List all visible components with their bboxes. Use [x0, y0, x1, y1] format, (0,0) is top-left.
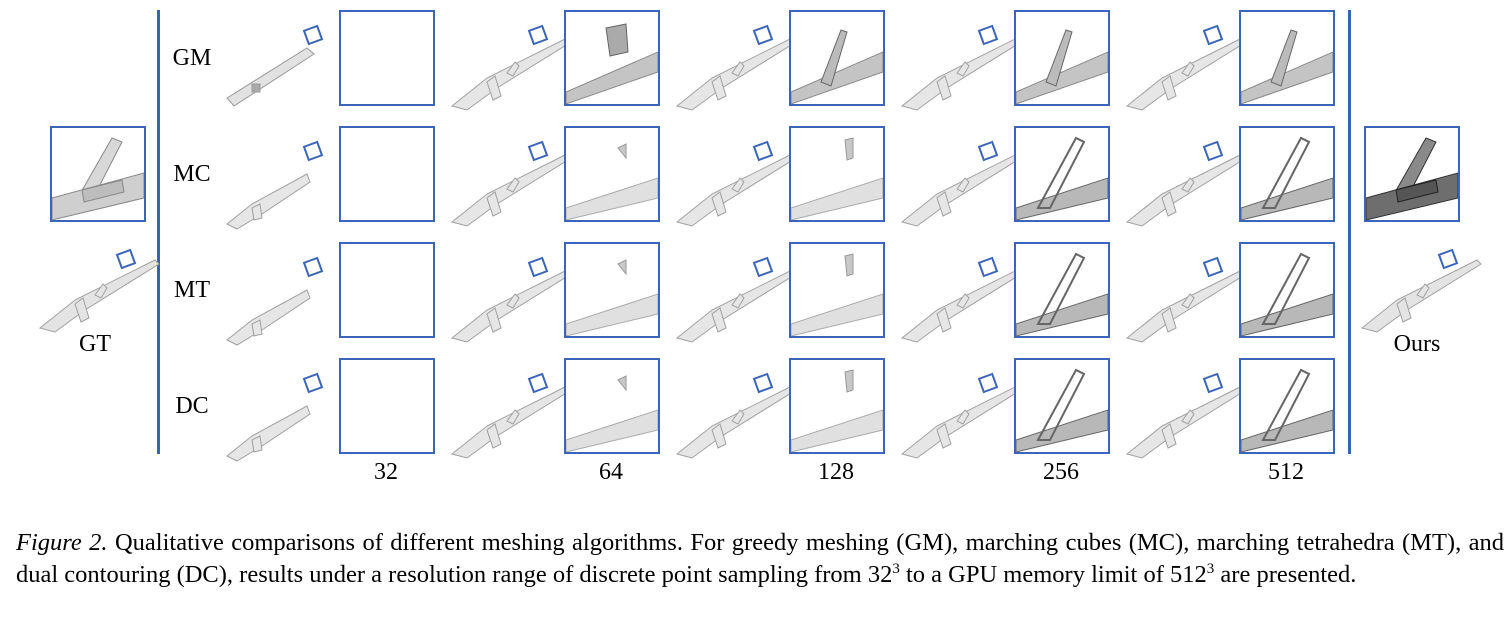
- left-divider: [157, 10, 160, 454]
- caption-text-2: to a GPU memory limit of 512: [899, 561, 1207, 588]
- rifle-render-gm-512: [1125, 24, 1247, 111]
- zoom-box-mc-512: [1239, 126, 1335, 222]
- rifle-render-dc-128: [675, 372, 797, 459]
- zoom-box-dc-512: [1239, 358, 1335, 454]
- right-divider: [1348, 10, 1351, 454]
- zoom-box-mt-64: [564, 242, 660, 338]
- gt-rifle-render: [38, 248, 160, 333]
- rifle-render-gm-256: [900, 24, 1022, 111]
- caption-sup-1: 3: [892, 560, 900, 577]
- rifle-render-mc-64: [450, 140, 572, 227]
- rifle-render-mt-64: [450, 256, 572, 343]
- rifle-render-mt-512: [1125, 256, 1247, 343]
- ours-label: Ours: [1393, 331, 1441, 357]
- resolution-label-32: 32: [374, 459, 398, 485]
- rifle-render-mc-512: [1125, 140, 1247, 227]
- rifle-render-mc-128: [675, 140, 797, 227]
- rifle-render-mt-128: [675, 256, 797, 343]
- zoom-box-mc-64: [564, 126, 660, 222]
- zoom-box-gm-256: [1014, 10, 1110, 106]
- rifle-render-dc-256: [900, 372, 1022, 459]
- zoom-box-mt-32: [339, 242, 435, 338]
- rifle-render-dc-32: [226, 372, 324, 462]
- zoom-box-mt-256: [1014, 242, 1110, 338]
- zoom-box-mc-128: [789, 126, 885, 222]
- figure-label: Figure 2.: [16, 529, 108, 556]
- zoom-box-dc-256: [1014, 358, 1110, 454]
- ours-zoom-box: [1364, 126, 1460, 222]
- rifle-render-mc-32: [226, 140, 324, 230]
- figure-caption: Figure 2. Qualitative comparisons of dif…: [16, 527, 1504, 591]
- zoom-box-dc-64: [564, 358, 660, 454]
- resolution-label-256: 256: [1043, 459, 1079, 485]
- rifle-render-mt-256: [900, 256, 1022, 343]
- zoom-box-gm-32: [339, 10, 435, 106]
- row-label-dc: DC: [175, 393, 209, 419]
- resolution-label-512: 512: [1268, 459, 1304, 485]
- rifle-render-gm-128: [675, 24, 797, 111]
- zoom-box-mc-32: [339, 126, 435, 222]
- caption-sup-2: 3: [1206, 560, 1215, 577]
- rifle-render-dc-512: [1125, 372, 1247, 459]
- rifle-render-mt-32: [226, 256, 324, 346]
- zoom-box-gm-512: [1239, 10, 1335, 106]
- zoom-box-mt-512: [1239, 242, 1335, 338]
- row-label-mt: MT: [174, 277, 210, 303]
- row-label-gm: GM: [172, 45, 212, 71]
- gt-zoom-box: [50, 126, 146, 222]
- gt-label: GT: [79, 331, 111, 357]
- zoom-box-dc-128: [789, 358, 885, 454]
- rifle-render-mc-256: [900, 140, 1022, 227]
- zoom-box-mc-256: [1014, 126, 1110, 222]
- zoom-box-mt-128: [789, 242, 885, 338]
- caption-text-1: Qualitative comparisons of different mes…: [16, 529, 1504, 588]
- resolution-label-64: 64: [599, 459, 623, 485]
- caption-text-3: are presented.: [1214, 561, 1357, 588]
- row-label-mc: MC: [173, 161, 211, 187]
- zoom-box-gm-64: [564, 10, 660, 106]
- rifle-render-dc-64: [450, 372, 572, 459]
- zoom-box-gm-128: [789, 10, 885, 106]
- ours-rifle-render: [1360, 248, 1482, 333]
- resolution-label-128: 128: [818, 459, 854, 485]
- zoom-box-dc-32: [339, 358, 435, 454]
- rifle-render-gm-64: [450, 24, 572, 111]
- rifle-render-gm-32: [226, 24, 324, 107]
